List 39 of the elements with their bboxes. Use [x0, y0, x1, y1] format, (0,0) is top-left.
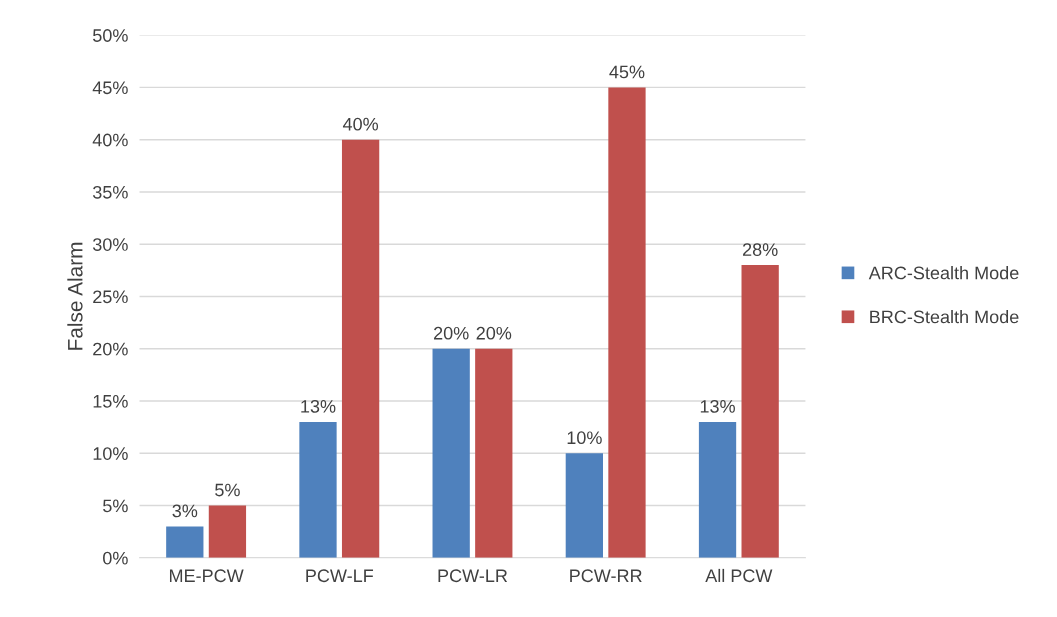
x-tick-label: PCW-LR — [438, 569, 508, 583]
y-tick-label: 30% — [92, 238, 128, 251]
y-axis-title: False Alarm — [67, 242, 83, 350]
data-label: 13% — [700, 399, 735, 413]
x-tick-label: ME-PCW — [169, 569, 244, 583]
bar — [741, 265, 779, 558]
bar — [475, 348, 513, 558]
data-label: 10% — [567, 431, 602, 445]
bar — [341, 139, 380, 558]
legend-label: ARC-Stealth Mode — [868, 266, 1019, 280]
y-tick-label: 50% — [93, 29, 128, 42]
bar — [608, 87, 646, 558]
y-tick-label: 0% — [103, 551, 128, 565]
x-tick-label: All PCW — [705, 568, 773, 583]
y-tick-label: 5% — [103, 499, 128, 513]
bar — [166, 526, 204, 558]
data-label: 20% — [476, 326, 512, 340]
x-tick-label: PCW-RR — [570, 569, 642, 583]
y-tick-label: 25% — [93, 290, 128, 304]
bar — [432, 348, 470, 558]
legend-label: BRC-Stealth Mode — [870, 310, 1019, 324]
x-tick-label: PCW-LF — [306, 569, 374, 583]
bar — [565, 453, 603, 558]
data-label: 5% — [215, 483, 240, 497]
data-label: 45% — [609, 65, 645, 79]
y-tick-label: 20% — [93, 342, 128, 356]
y-tick-label: 40% — [92, 133, 128, 147]
y-tick-label: 15% — [93, 395, 128, 408]
data-label: 28% — [742, 243, 778, 256]
bar — [299, 421, 337, 558]
data-label: 13% — [301, 399, 336, 413]
bar — [698, 421, 737, 558]
y-tick-label: 10% — [93, 447, 128, 460]
bar — [208, 505, 247, 558]
data-label: 20% — [434, 326, 469, 340]
y-tick-label: 35% — [92, 185, 128, 199]
data-label: 3% — [172, 504, 198, 518]
data-label: 40% — [342, 117, 379, 131]
y-tick-label: 45% — [92, 81, 128, 95]
